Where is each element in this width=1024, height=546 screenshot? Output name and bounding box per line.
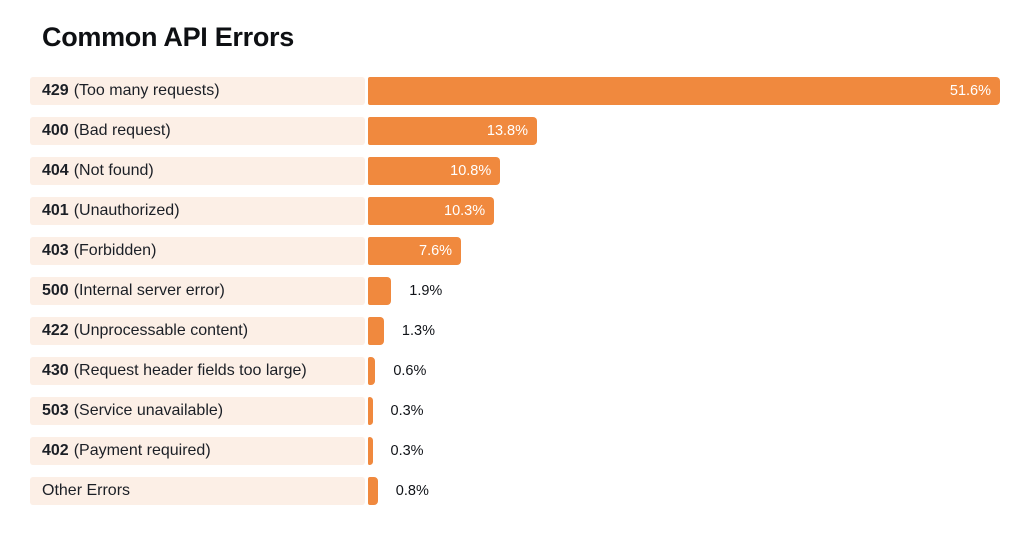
category-label: 422 (Unprocessable content) bbox=[30, 317, 365, 345]
category-label: 403 (Forbidden) bbox=[30, 237, 365, 265]
category-label: 402 (Payment required) bbox=[30, 437, 365, 465]
value-label-inside: 7.6% bbox=[419, 243, 453, 259]
bar: 10.8% bbox=[368, 157, 501, 185]
value-label-outside: 1.9% bbox=[409, 283, 443, 299]
error-description: (Not found) bbox=[73, 162, 154, 179]
error-code: 429 bbox=[42, 82, 69, 99]
bar bbox=[368, 357, 376, 385]
chart-row: 401 (Unauthorized) 10.3% bbox=[30, 197, 1000, 225]
value-label-outside: 0.6% bbox=[393, 363, 427, 379]
error-description: (Unauthorized) bbox=[73, 202, 180, 219]
bar-chart: Common API Errors 429 (Too many requests)… bbox=[0, 22, 1024, 505]
bar-area: 0.3% bbox=[368, 437, 1000, 465]
chart-row: Other Errors 0.8% bbox=[30, 477, 1000, 505]
bar bbox=[368, 397, 373, 425]
bar bbox=[368, 477, 378, 505]
chart-rows: 429 (Too many requests) 51.6% 400 (Bad req… bbox=[30, 77, 1000, 505]
error-code: 401 bbox=[42, 202, 69, 219]
bar: 51.6% bbox=[368, 77, 1000, 105]
error-description: (Too many requests) bbox=[73, 82, 220, 99]
bar-area: 1.3% bbox=[368, 317, 1000, 345]
category-label: 401 (Unauthorized) bbox=[30, 197, 365, 225]
error-code: 503 bbox=[42, 402, 69, 419]
value-label-inside: 13.8% bbox=[486, 123, 529, 139]
category-label: 404 (Not found) bbox=[30, 157, 365, 185]
error-description: (Bad request) bbox=[73, 122, 171, 139]
bar-area: 0.3% bbox=[368, 397, 1000, 425]
error-description: Other Errors bbox=[42, 482, 131, 499]
chart-row: 429 (Too many requests) 51.6% bbox=[30, 77, 1000, 105]
category-label: 400 (Bad request) bbox=[30, 117, 365, 145]
bar: 7.6% bbox=[368, 237, 462, 265]
chart-row: 422 (Unprocessable content) 1.3% bbox=[30, 317, 1000, 345]
value-label-inside: 51.6% bbox=[949, 83, 991, 99]
value-label-inside: 10.8% bbox=[450, 163, 492, 179]
error-code: 404 bbox=[42, 162, 69, 179]
category-label: 429 (Too many requests) bbox=[30, 77, 365, 105]
bar-area: 10.8% bbox=[368, 157, 1000, 185]
bar-area: 13.8% bbox=[368, 117, 1000, 145]
error-code: 402 bbox=[42, 442, 69, 459]
error-code: 422 bbox=[42, 322, 69, 339]
bar-area: 0.6% bbox=[368, 357, 1000, 385]
chart-row: 403 (Forbidden) 7.6% bbox=[30, 237, 1000, 265]
bar-area: 10.3% bbox=[368, 197, 1000, 225]
error-code: 400 bbox=[42, 122, 69, 139]
chart-row: 503 (Service unavailable) 0.3% bbox=[30, 397, 1000, 425]
bar-area: 0.8% bbox=[368, 477, 1000, 505]
category-label: 500 (Internal server error) bbox=[30, 277, 365, 305]
category-label: 430 (Request header fields too large) bbox=[30, 357, 365, 385]
error-description: (Payment required) bbox=[73, 442, 211, 459]
error-code: 500 bbox=[42, 282, 69, 299]
error-description: (Forbidden) bbox=[73, 242, 157, 259]
error-code: 430 bbox=[42, 362, 69, 379]
chart-row: 500 (Internal server error) 1.9% bbox=[30, 277, 1000, 305]
value-label-outside: 0.8% bbox=[395, 483, 429, 499]
bar bbox=[368, 277, 392, 305]
value-label-inside: 10.3% bbox=[444, 203, 486, 219]
bar-area: 51.6% bbox=[368, 77, 1000, 105]
bar-area: 1.9% bbox=[368, 277, 1000, 305]
error-description: (Unprocessable content) bbox=[73, 322, 249, 339]
value-label-outside: 0.3% bbox=[390, 443, 424, 459]
bar bbox=[368, 437, 373, 465]
chart-row: 404 (Not found) 10.8% bbox=[30, 157, 1000, 185]
value-label-outside: 0.3% bbox=[390, 403, 424, 419]
bar bbox=[368, 317, 384, 345]
chart-row: 400 (Bad request) 13.8% bbox=[30, 117, 1000, 145]
category-label: 503 (Service unavailable) bbox=[30, 397, 365, 425]
chart-title: Common API Errors bbox=[42, 22, 294, 52]
chart-row: 430 (Request header fields too large) 0.6… bbox=[30, 357, 1000, 385]
value-label-outside: 1.3% bbox=[401, 323, 435, 339]
bar: 10.3% bbox=[368, 197, 495, 225]
bar: 13.8% bbox=[368, 117, 538, 145]
category-label: Other Errors bbox=[30, 477, 365, 505]
error-description: (Service unavailable) bbox=[73, 402, 224, 419]
error-description: (Internal server error) bbox=[73, 282, 225, 299]
error-code: 403 bbox=[42, 242, 69, 259]
chart-row: 402 (Payment required) 0.3% bbox=[30, 437, 1000, 465]
bar-area: 7.6% bbox=[368, 237, 1000, 265]
error-description: (Request header fields too large) bbox=[73, 362, 307, 379]
